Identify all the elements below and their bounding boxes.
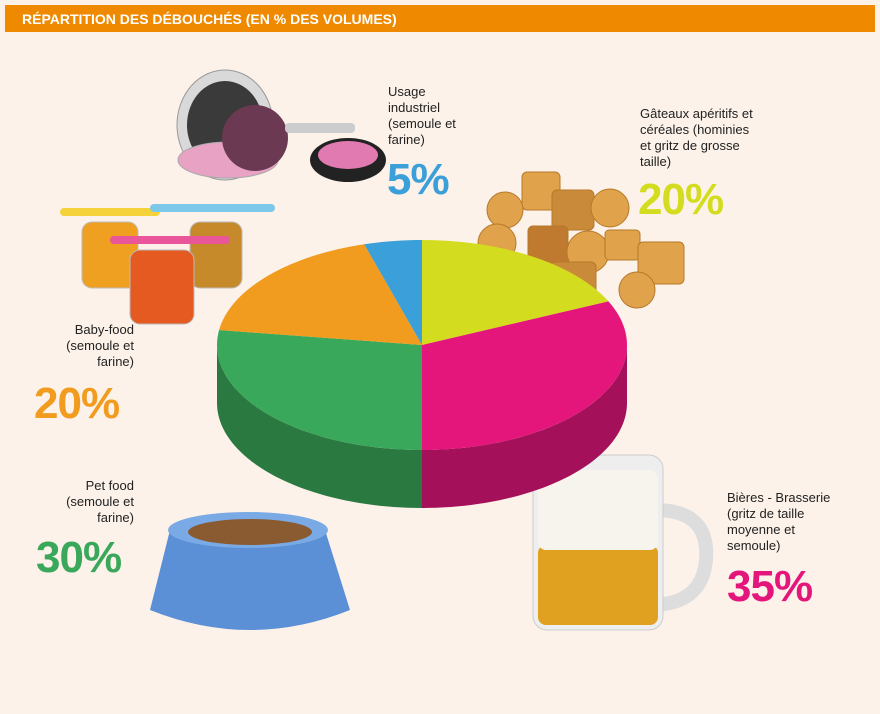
value-label: 20% <box>638 175 724 224</box>
brush-handle <box>285 123 355 133</box>
pet-bowl <box>150 512 350 630</box>
value-label: 5% <box>387 155 450 204</box>
illustrations <box>60 69 714 631</box>
slice-side <box>422 345 627 508</box>
value-label: 30% <box>36 533 122 582</box>
value-label: 35% <box>727 562 813 611</box>
slice <box>364 240 422 345</box>
chart-title: RÉPARTITION DES DÉBOUCHÉS (EN % DES VOLU… <box>22 11 397 27</box>
slice <box>422 301 627 450</box>
pot-blush <box>318 141 378 169</box>
jars <box>60 204 275 325</box>
slice-label: Bières - Brasserie (gritz de taille moye… <box>727 490 831 553</box>
slice <box>219 244 422 345</box>
title-bar <box>5 5 875 32</box>
beer-mug <box>532 454 714 631</box>
puff <box>222 105 288 171</box>
slice-label: Pet food (semoule et farine) <box>66 478 134 525</box>
slice-label: Gâteaux apéritifs et céréales (hominies … <box>640 106 753 169</box>
value-label: 20% <box>34 379 120 428</box>
slice <box>217 330 422 450</box>
slice <box>422 240 609 345</box>
slice-label: Baby-food (semoule et farine) <box>66 322 134 369</box>
slice-label: Usage industriel (semoule et farine) <box>388 84 456 147</box>
slice-side <box>217 345 422 508</box>
pie <box>217 240 627 508</box>
